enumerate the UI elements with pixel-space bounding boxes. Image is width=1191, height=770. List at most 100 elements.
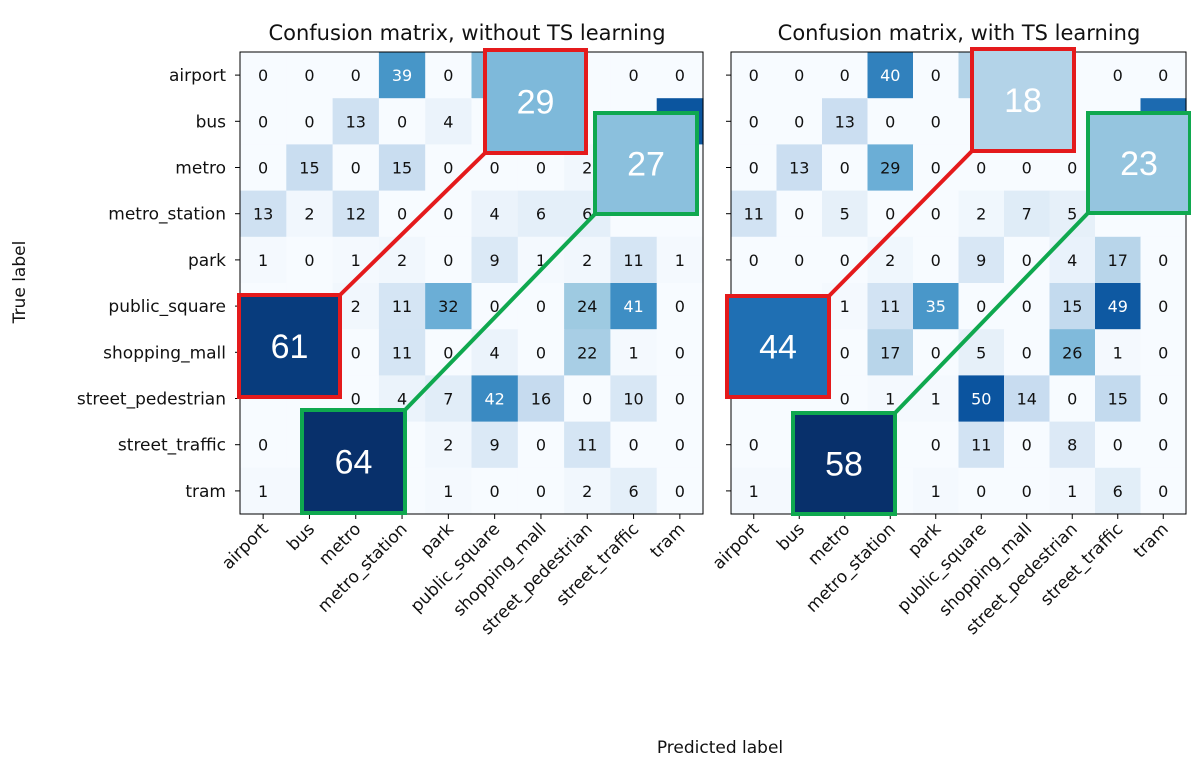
heatmap-cell xyxy=(867,190,914,238)
cell-value-label: 22 xyxy=(577,343,597,362)
cell-value-label: 4 xyxy=(443,112,453,131)
cell-value-label: 0 xyxy=(351,343,361,362)
cell-value-label: 0 xyxy=(351,390,361,409)
cell-value-label: 0 xyxy=(1158,251,1168,270)
heatmap-cell xyxy=(1095,329,1142,376)
x-tick-label: airport xyxy=(218,519,273,574)
cell-value-label: 0 xyxy=(840,66,850,85)
cell-value-label: 9 xyxy=(490,436,500,455)
cell-value-label: 41 xyxy=(623,297,643,316)
zoom-connector-line xyxy=(893,211,1090,415)
heatmap-cell xyxy=(731,236,778,284)
cell-value-label: 0 xyxy=(794,66,804,85)
cell-value-label: 6 xyxy=(628,482,638,501)
cell-value-label: 17 xyxy=(880,343,900,362)
zoom-connector-line xyxy=(403,212,597,412)
cell-value-label: 0 xyxy=(1158,343,1168,362)
heatmap-cell xyxy=(958,190,1005,238)
zoom-highlight-box xyxy=(483,48,588,155)
heatmap-cell xyxy=(867,144,914,192)
cell-value-label: 0 xyxy=(749,436,759,455)
cell-value-label: 13 xyxy=(835,112,855,131)
cell-value-label: 13 xyxy=(253,205,273,224)
cell-value-label: 0 xyxy=(749,159,759,178)
cell-value-label: 5 xyxy=(840,205,850,224)
cell-value-label: 11 xyxy=(392,297,412,316)
heatmap-cell xyxy=(425,98,473,145)
cell-value-label: 0 xyxy=(749,66,759,85)
cell-value-label: 2 xyxy=(582,159,592,178)
zoom-highlight-value: 61 xyxy=(271,328,309,366)
cell-value-label: 1 xyxy=(443,482,453,501)
zoom-connector-line xyxy=(827,149,974,298)
heatmap-cell xyxy=(656,329,704,376)
heatmap-cell xyxy=(286,144,334,192)
heatmap-cell xyxy=(913,467,960,515)
heatmap-cell xyxy=(731,52,778,99)
axes-frame xyxy=(730,51,1187,515)
cell-value-label: 0 xyxy=(749,112,759,131)
cell-value-label: 0 xyxy=(1022,251,1032,270)
cell-value-label: 1 xyxy=(1113,343,1123,362)
heatmap-cell xyxy=(1140,421,1187,469)
cell-value-label: 4 xyxy=(1067,251,1077,270)
heatmap-cell xyxy=(867,52,914,99)
cell-value-label: 5 xyxy=(1067,205,1077,224)
zoom-highlight-box xyxy=(237,293,342,399)
heatmap-cell xyxy=(1095,236,1142,284)
heatmap-cell xyxy=(564,329,611,376)
y-tick-label: shopping_mall xyxy=(103,343,226,363)
cell-value-label: 2 xyxy=(885,251,895,270)
heatmap-cell xyxy=(610,421,658,469)
heatmap-cell xyxy=(1140,329,1187,376)
heatmap-cell xyxy=(610,52,658,99)
x-tick-label: bus xyxy=(283,519,319,555)
cell-value-label: 0 xyxy=(628,66,638,85)
cell-value-label: 5 xyxy=(976,343,986,362)
panel-with-ts: Confusion matrix, with TS learning 0 0 0 40… xyxy=(709,21,1191,639)
cell-value-label: 0 xyxy=(1158,390,1168,409)
cell-value-label: 0 xyxy=(1022,482,1032,501)
cell-value-label: 15 xyxy=(1108,390,1128,409)
zoom-highlight-box xyxy=(1086,111,1191,215)
cell-value-label: 16 xyxy=(531,390,551,409)
cell-value-label: 0 xyxy=(1067,390,1077,409)
heatmap-cell xyxy=(1049,329,1096,376)
cell-value-label: 0 xyxy=(794,112,804,131)
heatmap-cell xyxy=(332,236,380,284)
heatmap-cell xyxy=(1004,329,1051,376)
y-tick-label: bus xyxy=(196,112,227,132)
heatmap-cell xyxy=(1140,236,1187,284)
heatmap-cell xyxy=(610,329,658,376)
zoom-highlight-value: 29 xyxy=(517,84,555,122)
heatmap-cell xyxy=(564,375,611,423)
panel-without-ts: Confusion matrix, without TS learning 0 0… xyxy=(77,21,704,639)
heatmap-cell xyxy=(240,421,287,469)
cell-value-label: 1 xyxy=(840,297,850,316)
cell-value-label: 0 xyxy=(840,390,850,409)
heatmap-cell xyxy=(1004,421,1051,469)
heatmap-cell xyxy=(1004,190,1051,238)
cell-value-label: 0 xyxy=(443,251,453,270)
cell-value-label: 2 xyxy=(443,436,453,455)
cell-value-label: 9 xyxy=(976,251,986,270)
heatmap-cell xyxy=(867,98,914,145)
heatmap-cell xyxy=(1049,467,1096,515)
heatmap-cell xyxy=(913,236,960,284)
zoom-highlight-box xyxy=(725,294,831,399)
heatmap-cell xyxy=(517,283,565,330)
cell-value-label: 0 xyxy=(931,205,941,224)
heatmap-cell xyxy=(564,467,611,515)
cell-value-label: 2 xyxy=(397,251,407,270)
x-tick-label: airport xyxy=(709,519,764,574)
heatmap-cell xyxy=(822,190,869,238)
cell-value-label: 0 xyxy=(675,66,685,85)
y-tick-label: park xyxy=(188,251,226,271)
heatmap-cell xyxy=(867,283,914,330)
cell-value-label: 10 xyxy=(623,390,643,409)
heatmap-cell xyxy=(776,236,823,284)
heatmap-cell xyxy=(1049,375,1096,423)
heatmap-cell xyxy=(610,467,658,515)
heatmap-cell xyxy=(517,421,565,469)
cell-value-label: 0 xyxy=(840,251,850,270)
